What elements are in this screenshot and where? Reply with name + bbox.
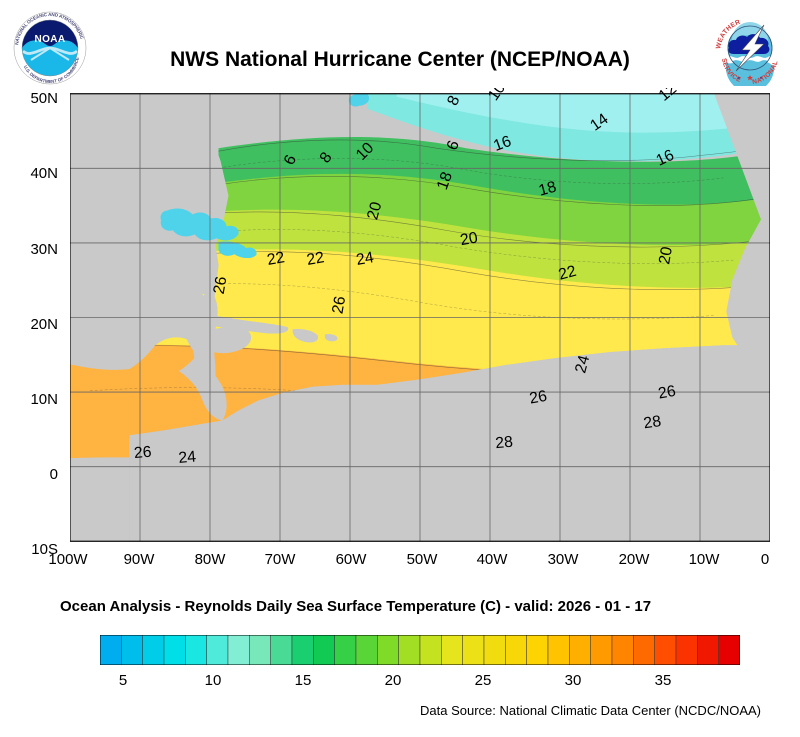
svg-text:20: 20	[656, 245, 676, 265]
svg-text:24: 24	[178, 449, 197, 467]
svg-text:26: 26	[211, 275, 231, 295]
svg-text:28: 28	[642, 413, 662, 432]
svg-text:NOAA: NOAA	[34, 34, 65, 45]
svg-text:22: 22	[266, 249, 286, 269]
svg-text:26: 26	[528, 388, 548, 408]
svg-text:26: 26	[133, 444, 152, 462]
svg-text:20: 20	[459, 229, 479, 249]
svg-text:26: 26	[329, 295, 349, 315]
svg-text:22: 22	[305, 249, 325, 269]
svg-text:24: 24	[355, 249, 375, 269]
svg-text:28: 28	[495, 434, 514, 452]
svg-text:26: 26	[657, 383, 677, 403]
